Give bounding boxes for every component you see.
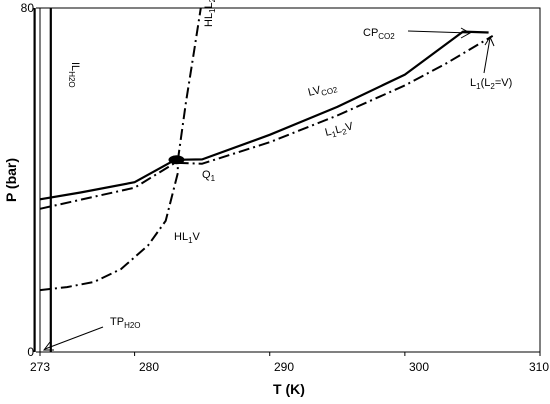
y-tick-80: 80 (21, 1, 35, 15)
label-hl1v: HL1V (174, 231, 201, 245)
points-group (168, 155, 185, 165)
label-l1l2v: L1L2V (324, 120, 356, 141)
series-lvco2-line (39, 30, 489, 201)
x-tick-310: 310 (529, 360, 549, 374)
y-axis-label: P (bar) (3, 158, 19, 202)
series-l1l2v-line (39, 35, 494, 210)
plot-frame (39, 7, 541, 353)
x-tick-300: 300 (409, 360, 429, 374)
series-hl1l2-line (176, 7, 202, 161)
l1-arrow-line (483, 37, 491, 74)
x-tick-290: 290 (274, 360, 294, 374)
series-hl1v-line (39, 160, 179, 292)
tp-arrow-line (44, 326, 104, 350)
tp-arrow-head (43, 341, 54, 351)
x-tick-280: 280 (139, 360, 159, 374)
label-l1l2v-peak: L1(L2=V) (470, 77, 512, 91)
label-tph2o: TPH2O (110, 316, 141, 330)
cp-arrow-head (460, 27, 472, 39)
point-q1 (168, 155, 185, 165)
axis-ticks (36, 7, 541, 356)
l1-arrow-head (484, 35, 495, 47)
cp-arrow-line (407, 30, 471, 34)
x-tick-273: 273 (30, 360, 50, 374)
y-tick-0: 0 (27, 345, 34, 359)
series-group (33, 7, 494, 352)
label-lvco2: LVCO2 (307, 80, 339, 101)
label-q1: Q1 (202, 169, 216, 183)
label-cpco2: CPCO2 (363, 27, 395, 41)
x-axis-label: T (K) (273, 381, 305, 397)
label-hl1l2: HL1L2 (203, 0, 217, 27)
label-ilh2o: ILH2O (67, 62, 81, 88)
